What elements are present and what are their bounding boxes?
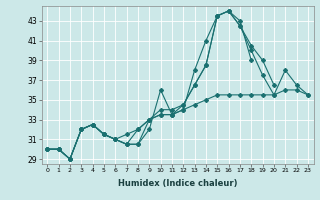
X-axis label: Humidex (Indice chaleur): Humidex (Indice chaleur) [118,179,237,188]
